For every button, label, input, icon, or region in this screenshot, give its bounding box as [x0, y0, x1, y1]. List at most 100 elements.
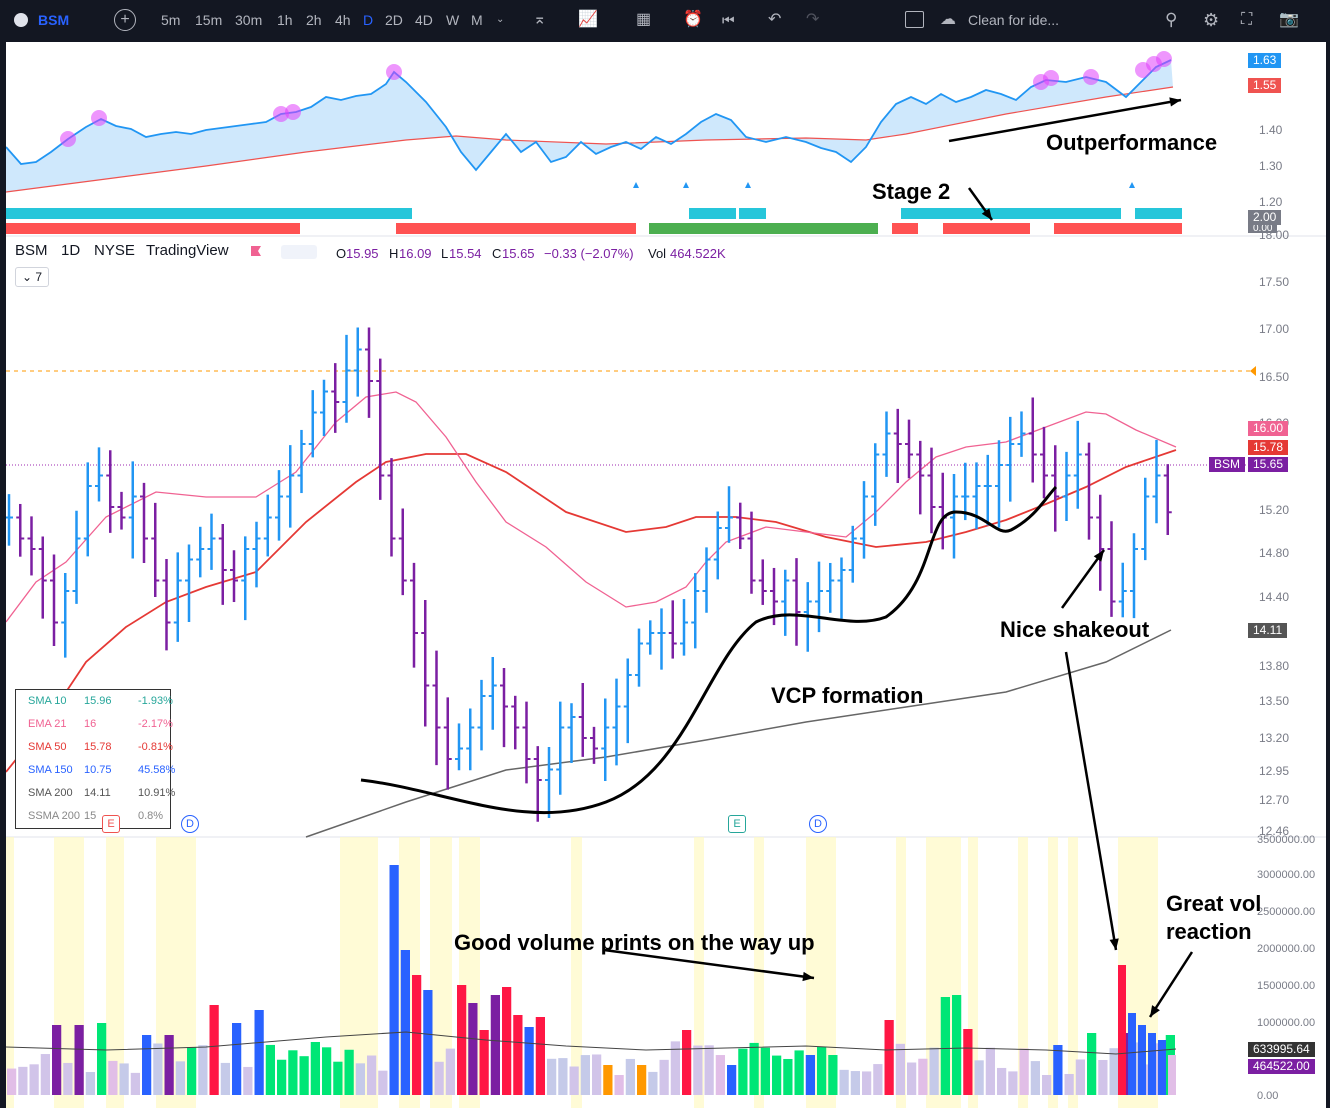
rs-tag-low: 1.55 [1248, 78, 1282, 93]
chart-area[interactable]: 18.0017.5017.0016.5016.0015.2014.8014.40… [6, 42, 1326, 1108]
header-symbol[interactable]: BSM [15, 242, 48, 259]
annotation-shakeout[interactable]: Nice shakeout [1000, 617, 1150, 642]
price-axis-tick: 13.20 [1259, 731, 1289, 745]
arrow-shakeout-down [1064, 651, 1118, 951]
volume-bar [209, 1005, 219, 1095]
redo-icon[interactable]: ↷ [806, 11, 820, 28]
arrow-great-vol [1148, 951, 1194, 1018]
add-symbol-icon[interactable]: + [114, 9, 136, 31]
arrow-shakeout-up-head [1093, 550, 1104, 562]
search-icon[interactable]: ⚲ [1165, 10, 1178, 29]
volume-bar [63, 1062, 73, 1095]
volume-bar [232, 1023, 242, 1095]
timeframe-w[interactable]: W [446, 12, 460, 28]
ma-legend-row: SMA 50 15.78 -0.81% [16, 736, 173, 759]
annotation-great-vol-2[interactable]: reaction [1166, 919, 1252, 944]
close-value: 15.65 [502, 246, 535, 261]
dividend-marker-1[interactable]: D [181, 815, 199, 833]
timeframe-1h[interactable]: 1h [277, 12, 293, 28]
timeframe-30m[interactable]: 30m [235, 12, 263, 28]
volume-bar [423, 990, 433, 1095]
open-label: O [336, 246, 347, 261]
annotation-outperformance[interactable]: Outperformance [1046, 130, 1218, 155]
volume-bar [513, 1015, 523, 1095]
dividend-marker-2[interactable]: D [809, 815, 827, 833]
stage-bar-bottom [1054, 223, 1182, 234]
volume-bar [1143, 1064, 1153, 1095]
ma-legend-pct: -1.93% [138, 695, 173, 707]
volume-bar [1075, 1059, 1085, 1095]
sma50-price-tag: 15.78 [1248, 440, 1289, 455]
arrow-stage2-head [981, 208, 992, 220]
symbol-search-button[interactable]: BSM [38, 12, 70, 28]
volume-bar [40, 1054, 50, 1095]
rs-tag-high: 1.63 [1248, 53, 1282, 68]
ma-legend-name: SMA 150 [28, 764, 73, 776]
chart-canvas[interactable]: 18.0017.5017.0016.5016.0015.2014.8014.40… [6, 42, 1326, 1108]
rs-marker [1129, 182, 1135, 188]
volume-bar [310, 1041, 320, 1095]
volume-bar [1109, 1048, 1119, 1095]
visibility-toggle-icon[interactable] [281, 245, 317, 259]
volume-bar [625, 1058, 635, 1095]
price-axis-tick: 12.70 [1259, 793, 1289, 807]
earnings-marker-2[interactable]: E [728, 815, 746, 833]
timeframe-2h[interactable]: 2h [306, 12, 322, 28]
ma-legend-pct: -2.17% [138, 718, 173, 730]
fullscreen-icon[interactable]: ⛶ [1241, 11, 1253, 28]
ma-legend-name: SMA 200 [28, 787, 73, 799]
volume-bar [142, 1035, 152, 1095]
rs-new-high-dot [273, 106, 289, 122]
volume-bar [1053, 1045, 1063, 1095]
layout-icon[interactable] [905, 11, 924, 28]
replay-icon[interactable]: ⏮ [722, 12, 735, 28]
layout-name-button[interactable]: Clean for ide... [968, 12, 1060, 28]
price-axis-tick: 14.80 [1259, 546, 1289, 560]
templates-icon[interactable]: ▦ [636, 11, 652, 28]
gear-icon[interactable]: ⚙ [1203, 10, 1220, 30]
flag-icon[interactable] [251, 246, 261, 256]
volume-bar [907, 1062, 917, 1095]
timeframe-15m[interactable]: 15m [195, 12, 223, 28]
volume-bar [1118, 965, 1126, 1095]
timeframe-4h[interactable]: 4h [335, 12, 351, 28]
volume-highlight [106, 837, 124, 1108]
arrow-outperformance-head [1169, 97, 1181, 107]
header-interval[interactable]: 1D [61, 242, 81, 259]
timeframe-4d[interactable]: 4D [415, 12, 433, 28]
volume-bar [580, 1055, 590, 1095]
volume-bar [97, 1023, 107, 1095]
rs-axis-tick: 1.40 [1259, 123, 1283, 137]
chevron-down-icon[interactable]: ⌄ [496, 14, 505, 25]
undo-icon[interactable]: ↶ [768, 11, 782, 28]
volume-bar [1087, 1033, 1097, 1095]
timeframe-d[interactable]: D [363, 12, 374, 28]
camera-icon[interactable]: 📷 [1279, 11, 1299, 28]
bar-style-icon[interactable]: ⌅ [533, 11, 547, 28]
indicators-icon[interactable]: 📈 [578, 11, 598, 28]
volume-bar [434, 1061, 444, 1095]
collapse-indicators-button[interactable]: ⌄ 7 [15, 267, 49, 287]
stage-bar-top [6, 208, 412, 219]
ma-legend-name: SSMA 200 [28, 810, 80, 822]
annotation-vcp[interactable]: VCP formation [771, 683, 924, 708]
timeframe-m[interactable]: M [471, 12, 483, 28]
stage-bar-top [901, 208, 1121, 219]
rs-marker [745, 182, 751, 188]
annotation-great-vol-1[interactable]: Great vol [1166, 891, 1262, 916]
volume-bar [693, 1045, 703, 1095]
stage-bar-bottom [943, 223, 1030, 234]
alert-icon[interactable]: ⏰ [683, 11, 703, 28]
volume-axis-tick: 1500000.00 [1257, 980, 1315, 992]
volume-bar [1030, 1061, 1040, 1095]
price-axis-tick: 17.50 [1259, 275, 1289, 289]
stage-bar-bottom [892, 223, 918, 234]
annotation-stage2[interactable]: Stage 2 [872, 179, 951, 204]
volume-bar [592, 1054, 602, 1095]
annotation-good-volume[interactable]: Good volume prints on the way up [454, 930, 815, 955]
earnings-marker-1[interactable]: E [102, 815, 120, 833]
timeframe-2d[interactable]: 2D [385, 12, 403, 28]
timeframe-5m[interactable]: 5m [161, 12, 181, 28]
volume-bar [220, 1062, 230, 1095]
volume-bar [1064, 1073, 1074, 1095]
